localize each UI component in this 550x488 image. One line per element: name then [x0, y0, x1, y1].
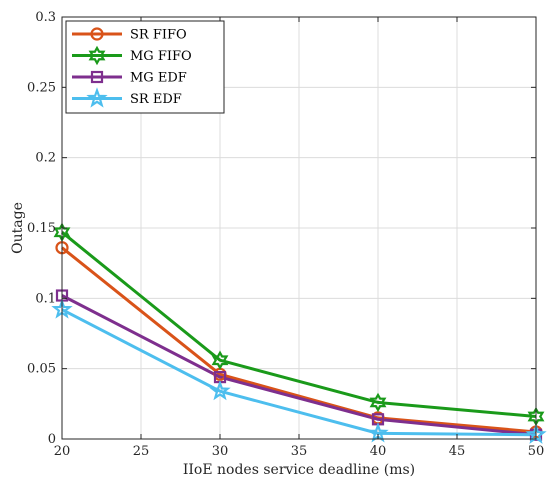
y-tick-label: 0.3 [35, 10, 56, 25]
y-tick-label: 0.2 [35, 151, 56, 166]
legend-label-mg-fifo: MG FIFO [130, 49, 192, 64]
legend-marker-mg-edf [90, 70, 104, 84]
x-tick-label: 35 [291, 444, 308, 459]
data-point-mg-fifo [369, 392, 387, 413]
x-axis-label: IIoE nodes service deadline (ms) [183, 462, 415, 478]
x-tick-label: 20 [54, 444, 71, 459]
y-tick-label: 0.25 [27, 80, 56, 95]
x-tick-label: 50 [528, 444, 545, 459]
y-tick-label: 0.15 [27, 221, 56, 236]
data-point-mg-fifo [211, 350, 229, 370]
y-tick-label: 0 [48, 432, 56, 447]
series-line-sr-fifo [61, 246, 537, 434]
y-tick-label: 0.1 [35, 291, 56, 306]
x-tick-label: 30 [212, 444, 229, 459]
x-tick-label: 25 [133, 444, 150, 459]
legend-label-mg-edf: MG EDF [130, 71, 187, 86]
series-line-mg-edf [61, 294, 537, 437]
x-tick-label: 45 [449, 444, 466, 459]
legend: SR FIFO MG FIFO MG EDF SR EDF [65, 20, 225, 114]
x-tick-label: 40 [370, 444, 387, 459]
legend-marker-sr-fifo [90, 27, 104, 41]
legend-marker-sr-edf [86, 87, 108, 108]
series-line-mg-fifo [61, 231, 537, 418]
y-tick-labels: 0 0.05 0.1 0.15 0.2 0.25 0.3 [27, 10, 56, 447]
legend-label-sr-fifo: SR FIFO [130, 28, 187, 43]
legend-label-sr-edf: SR EDF [130, 92, 182, 107]
data-point-sr-edf [209, 379, 231, 401]
legend-marker-mg-fifo [88, 45, 106, 66]
y-tick-label: 0.05 [27, 362, 56, 377]
y-axis-label: Outage [10, 202, 26, 254]
x-tick-labels: 20 25 30 35 40 45 50 [54, 444, 545, 459]
axis-ticks [61, 16, 537, 440]
